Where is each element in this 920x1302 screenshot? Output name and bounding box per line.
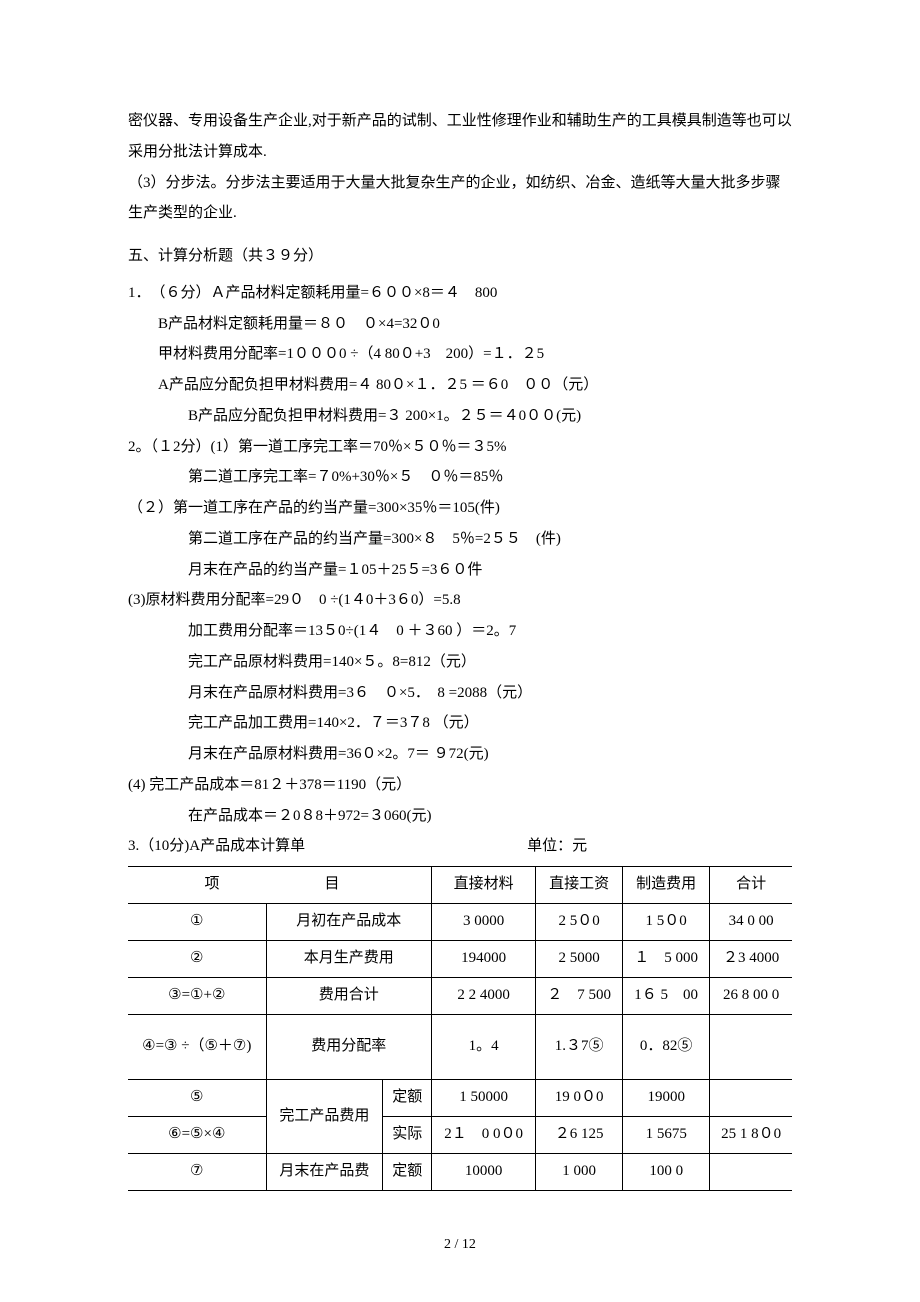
- cell: 19 0０0: [536, 1080, 623, 1117]
- cell: [710, 1015, 792, 1080]
- cell: 3 0000: [432, 904, 536, 941]
- col-overhead: 制造费用: [623, 867, 710, 904]
- cell: ⑦: [128, 1154, 266, 1191]
- q2-line-6: (3)原材料费用分配率=29０ 0 ÷(1４0＋3６0）=5.8: [128, 585, 792, 616]
- cell: 26 8 00 0: [710, 978, 792, 1015]
- table-header-row: 项 目 直接材料 直接工资 制造费用 合计: [128, 867, 792, 904]
- q1-line-4: A产品应分配负担甲材料费用=４ 80０×１．２5 ＝６0 ００（元）: [128, 370, 792, 401]
- cell: ③=①+②: [128, 978, 266, 1015]
- cell: 2１ 0 0０0: [432, 1117, 536, 1154]
- q1-line-3: 甲材料费用分配率=1０００0 ÷（4 80０+3 200）=１．２5: [128, 339, 792, 370]
- cell: 月初在产品成本: [266, 904, 432, 941]
- q2-line-9: 月末在产品原材料费用=3６ ０×5． 8 =2088（元）: [128, 678, 792, 709]
- cell: ⑤: [128, 1080, 266, 1117]
- q1-line-5: B产品应分配负担甲材料费用=３ 200×1。２５＝４0００(元): [128, 401, 792, 432]
- cell: 1 50000: [432, 1080, 536, 1117]
- cell: ④=③ ÷（⑤＋⑦): [128, 1015, 266, 1080]
- table-row: ③=①+② 费用合计 2 2 4000 ２ 7 500 1６ 5 00 26 8…: [128, 978, 792, 1015]
- cell: ①: [128, 904, 266, 941]
- col-item: 项 目: [128, 867, 432, 904]
- section-5-title: 五、计算分析题（共３９分）: [128, 241, 792, 272]
- q2-line-7: 加工费用分配率＝13５0÷(1４ 0 ＋３60 ）＝2。7: [128, 616, 792, 647]
- q2-line-3: （２）第一道工序在产品的约当产量=300×35％＝105(件): [128, 493, 792, 524]
- q3-header: 3.（10分)A产品成本计算单 单位：元: [128, 831, 792, 862]
- cell: １ 5 000: [623, 941, 710, 978]
- cell: 1.３7⑤: [536, 1015, 623, 1080]
- table-row: ① 月初在产品成本 3 0000 2 5０0 1 5０0 34 0 00: [128, 904, 792, 941]
- cell: 25 1 8０0: [710, 1117, 792, 1154]
- cell: ⑥=⑤×④: [128, 1117, 266, 1154]
- cell: 费用合计: [266, 978, 432, 1015]
- text-para-2: （3）分步法。分步法主要适用于大量大批复杂生产的企业，如纺织、冶金、造纸等大量大…: [128, 168, 792, 230]
- page-number: 2 / 12: [128, 1231, 792, 1260]
- cell: 194000: [432, 941, 536, 978]
- q2-line-1: 2。（１2分）(1）第一道工序完工率＝70％×５０％＝３5%: [128, 432, 792, 463]
- cell: ２3 4000: [710, 941, 792, 978]
- table-row: ⑤ 完工产品费用 定额 1 50000 19 0０0 19000: [128, 1080, 792, 1117]
- q1-line-1: 1． （６分）Ａ产品材料定额耗用量=６００×8＝４ 800: [128, 278, 792, 309]
- q3-header-label: 3.（10分)A产品成本计算单: [128, 831, 305, 862]
- q2-line-13: 在产品成本＝２0８8＋972=３060(元): [128, 801, 792, 832]
- q2-line-11: 月末在产品原材料费用=36０×2。7＝ ９72(元): [128, 739, 792, 770]
- text-para-1: 密仪器、专用设备生产企业,对于新产品的试制、工业性修理作业和辅助生产的工具模具制…: [128, 106, 792, 168]
- cell: 2 2 4000: [432, 978, 536, 1015]
- cell: ２ 7 500: [536, 978, 623, 1015]
- cell: 1６ 5 00: [623, 978, 710, 1015]
- table-row: ④=③ ÷（⑤＋⑦) 费用分配率 1。4 1.３7⑤ 0．82⑤: [128, 1015, 792, 1080]
- cell: 月末在产品费: [266, 1154, 383, 1191]
- col-total: 合计: [710, 867, 792, 904]
- cell: [710, 1154, 792, 1191]
- cell: 1 000: [536, 1154, 623, 1191]
- q2-line-12: (4) 完工产品成本＝81２＋378＝1190（元）: [128, 770, 792, 801]
- col-labor: 直接工资: [536, 867, 623, 904]
- cell: 完工产品费用: [266, 1080, 383, 1154]
- col-material: 直接材料: [432, 867, 536, 904]
- cell: ２6 125: [536, 1117, 623, 1154]
- cell: 19000: [623, 1080, 710, 1117]
- page-content: 密仪器、专用设备生产企业,对于新产品的试制、工业性修理作业和辅助生产的工具模具制…: [0, 0, 920, 1300]
- q2-line-2: 第二道工序完工率=７0%+30％×５ ０％＝85％: [128, 462, 792, 493]
- cell: 1 5675: [623, 1117, 710, 1154]
- cell: 定额: [383, 1080, 432, 1117]
- q2-line-8: 完工产品原材料费用=140×５。8=812（元）: [128, 647, 792, 678]
- table-row: ⑥=⑤×④ 实际 2１ 0 0０0 ２6 125 1 5675 25 1 8０0: [128, 1117, 792, 1154]
- cell: 34 0 00: [710, 904, 792, 941]
- cell: 100 0: [623, 1154, 710, 1191]
- table-row: ② 本月生产费用 194000 2 5000 １ 5 000 ２3 4000: [128, 941, 792, 978]
- q1-line-2: B产品材料定额耗用量＝８０ ０×4=32０0: [128, 309, 792, 340]
- cell: 10000: [432, 1154, 536, 1191]
- cell: 费用分配率: [266, 1015, 432, 1080]
- q2-line-10: 完工产品加工费用=140×2．７＝3７8 （元）: [128, 708, 792, 739]
- cell: 本月生产费用: [266, 941, 432, 978]
- q3-header-unit: 单位：元: [527, 831, 587, 862]
- cell: [710, 1080, 792, 1117]
- cell: ②: [128, 941, 266, 978]
- q2-line-4: 第二道工序在产品的约当产量=300×８ 5％=2５５ (件): [128, 524, 792, 555]
- cell: 2 5000: [536, 941, 623, 978]
- cost-table: 项 目 直接材料 直接工资 制造费用 合计 ① 月初在产品成本 3 0000 2…: [128, 866, 792, 1191]
- q2-line-5: 月末在产品的约当产量=１05＋25５=3６０件: [128, 555, 792, 586]
- cell: 定额: [383, 1154, 432, 1191]
- cell: 1。4: [432, 1015, 536, 1080]
- cell: 2 5０0: [536, 904, 623, 941]
- cell: 1 5０0: [623, 904, 710, 941]
- cell: 0．82⑤: [623, 1015, 710, 1080]
- cell: 实际: [383, 1117, 432, 1154]
- table-row: ⑦ 月末在产品费 定额 10000 1 000 100 0: [128, 1154, 792, 1191]
